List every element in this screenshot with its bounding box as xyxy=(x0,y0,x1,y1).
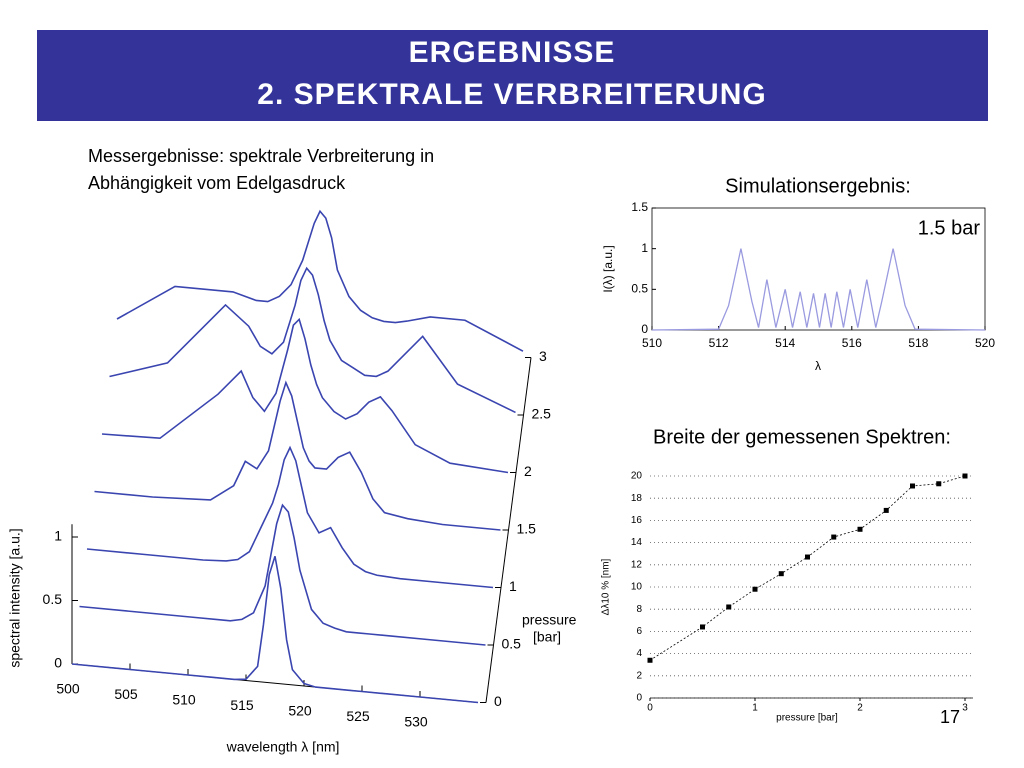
z-tick-label: 2 xyxy=(524,463,532,479)
line xyxy=(651,248,986,331)
y-tick-label: 4 xyxy=(636,648,642,659)
y-tick-label: 16 xyxy=(631,515,643,526)
spectrum-line xyxy=(79,503,486,646)
point xyxy=(962,473,968,479)
z-tick-label: 1 xyxy=(509,578,517,594)
point xyxy=(647,657,653,663)
y-tick-label: 14 xyxy=(631,537,643,548)
spectrum-line xyxy=(86,445,494,589)
z-tick-label: 3 xyxy=(539,348,547,364)
z-tick-label: 0.5 xyxy=(502,636,522,652)
caption-line: Abhängigkeit vom Edelgasdruck xyxy=(88,173,346,193)
spectrum-line xyxy=(71,556,479,704)
point xyxy=(726,604,732,610)
trend-line xyxy=(649,475,966,661)
x-tick-label: 516 xyxy=(842,336,862,350)
annotation: 1.5 bar xyxy=(918,217,981,239)
x-tick-label: 0 xyxy=(647,703,653,714)
y-tick-label: 12 xyxy=(631,559,643,570)
x-axis-label: wavelength λ [nm] xyxy=(226,739,340,755)
spectrum-line xyxy=(116,209,524,352)
spectrum-line xyxy=(109,266,516,414)
chart-title: Simulationsergebnis: xyxy=(725,175,911,197)
x-tick-label: 520 xyxy=(288,703,312,719)
x-tick-label: 518 xyxy=(908,336,928,350)
z-axis-label: pressure xyxy=(522,612,577,628)
x-tick-label: 514 xyxy=(775,336,795,350)
y-axis-label: spectral intensity [a.u.] xyxy=(7,528,23,667)
y-axis-label: Δλ10 % [nm] xyxy=(601,558,612,615)
x-tick-label: 3 xyxy=(962,703,968,714)
y-tick-label: 10 xyxy=(631,582,643,593)
x-tick-label: 1 xyxy=(752,703,758,714)
point xyxy=(936,481,942,487)
header-bar xyxy=(37,30,988,121)
x-tick-label: 500 xyxy=(56,681,80,697)
y-tick-label: 20 xyxy=(631,471,643,482)
y-tick-label: 1 xyxy=(54,528,62,544)
point xyxy=(700,624,705,630)
z-tick-label: 2.5 xyxy=(532,406,552,422)
title-line: ERGEBNISSE xyxy=(409,36,616,69)
y-tick-label: 0 xyxy=(636,693,642,704)
page-number: 17 xyxy=(940,707,960,727)
point xyxy=(805,554,810,560)
x-tick-label: 2 xyxy=(857,703,863,714)
point xyxy=(883,507,889,513)
x-tick-label: 520 xyxy=(975,336,995,350)
x-axis-label: pressure [bar] xyxy=(776,713,838,724)
y-tick-label: 6 xyxy=(636,626,642,637)
y-tick-label: 0.5 xyxy=(43,591,63,607)
y-tick-label: 2 xyxy=(636,670,642,681)
z-tick-label: 0 xyxy=(494,693,502,709)
y-tick-label: 1 xyxy=(641,241,648,255)
title-line: 2. SPEKTRALE VERBREITERUNG xyxy=(257,78,766,111)
x-tick-label: 510 xyxy=(642,336,662,350)
point xyxy=(831,534,837,540)
point xyxy=(910,483,915,489)
x-tick-label: 510 xyxy=(172,692,196,708)
spectrum-line xyxy=(101,317,509,474)
point xyxy=(752,586,758,592)
y-tick-label: 18 xyxy=(631,493,643,504)
caption-line: Messergebnisse: spektrale Verbreiterung … xyxy=(88,146,434,166)
chart-title: Breite der gemessenen Spektren: xyxy=(653,426,951,448)
point xyxy=(778,571,784,577)
x-tick-label: 530 xyxy=(404,714,428,730)
y-tick-label: 0 xyxy=(641,322,648,336)
spectrum-line xyxy=(94,380,501,531)
y-tick-label: 8 xyxy=(636,604,642,615)
y-tick-label: 0 xyxy=(54,655,62,671)
z-tick-label: 1.5 xyxy=(517,521,537,537)
plot-frame xyxy=(651,207,986,331)
y-tick-label: 0.5 xyxy=(631,282,648,296)
point xyxy=(857,526,863,532)
x-tick-label: 505 xyxy=(114,686,138,702)
x-tick-label: 525 xyxy=(346,708,370,724)
z-axis-label: [bar] xyxy=(533,629,561,645)
x-axis-label: λ xyxy=(815,359,821,373)
y-axis-label: I(λ) [a.u.] xyxy=(601,245,615,292)
x-tick-label: 515 xyxy=(230,697,254,713)
y-tick-label: 1.5 xyxy=(631,200,648,214)
x-tick-label: 512 xyxy=(709,336,729,350)
